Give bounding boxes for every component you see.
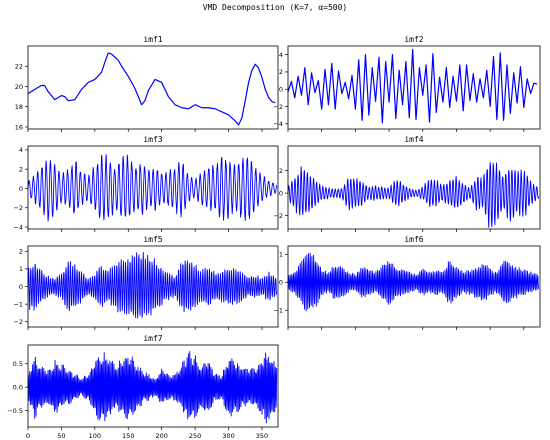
series-line-imf6 — [287, 252, 540, 312]
subplot-title-imf2: imf2 — [404, 35, 423, 44]
ytick-label: −2 — [273, 212, 283, 220]
axes-frame-imf7 — [27, 344, 279, 428]
ytick-label: 0 — [279, 189, 283, 197]
series-line-imf5 — [27, 251, 278, 319]
xtick-label: 300 — [222, 432, 234, 440]
ytick-label: 0 — [279, 86, 283, 94]
subplot-imf5: imf5 −2 −1 0 1 2 — [13, 235, 279, 330]
ytick-label: −0.5 — [7, 407, 23, 415]
axes-frame-imf2 — [287, 45, 541, 130]
axes-frame-imf1 — [27, 45, 279, 130]
series-line-imf1 — [27, 52, 276, 126]
ytick-label: 1 — [279, 251, 283, 259]
subplot-imf1: imf1 16 18 20 22 — [15, 35, 279, 132]
series-line-imf7 — [27, 351, 278, 424]
ytick-label: 2 — [279, 167, 283, 175]
subplot-title-imf4: imf4 — [404, 135, 423, 144]
ytick-label: 0 — [19, 283, 23, 291]
ytick-label: 4 — [19, 146, 23, 154]
ytick-label: −2 — [13, 318, 23, 326]
ytick-label: 0.5 — [13, 360, 23, 368]
xtick-label: 150 — [122, 432, 134, 440]
axes-frame-imf3 — [27, 145, 279, 230]
ytick-label: 0 — [19, 185, 23, 193]
xtick-label: 350 — [256, 432, 268, 440]
ytick-label: 4 — [279, 51, 283, 59]
axes-frame-imf6 — [287, 245, 541, 328]
xtick-label: 100 — [89, 432, 101, 440]
ytick-label: 16 — [15, 123, 23, 131]
subplot-title-imf3: imf3 — [143, 135, 162, 144]
subplot-imf7: imf7 −0.5 0.0 0.5 0 50 100 150 200 250 300 350 — [7, 334, 279, 440]
ytick-label: −2 — [273, 103, 283, 111]
subplot-title-imf5: imf5 — [143, 235, 162, 244]
subplot-title-imf6: imf6 — [404, 235, 423, 244]
ytick-label: 22 — [15, 63, 23, 71]
ytick-label: 1 — [19, 265, 23, 273]
ytick-label: 2 — [19, 248, 23, 256]
axes-frame-imf4 — [287, 145, 541, 230]
subplot-imf2: imf2 −4 −2 0 2 4 — [273, 35, 541, 132]
ytick-label: 2 — [279, 68, 283, 76]
subplot-imf3: imf3 −4 −2 0 2 4 — [13, 135, 279, 232]
ytick-label: 2 — [19, 165, 23, 173]
ytick-label: 18 — [15, 103, 23, 111]
subplot-imf4: imf4 −2 0 2 — [273, 135, 541, 232]
ytick-label: −1 — [273, 307, 283, 315]
series-line-imf3 — [27, 154, 278, 222]
ytick-label: 0.0 — [13, 383, 23, 391]
ytick-label: 20 — [15, 83, 23, 91]
ytick-label: −4 — [273, 120, 283, 128]
xtick-label: 0 — [26, 432, 30, 440]
ytick-label: −1 — [13, 300, 23, 308]
ytick-label: 0 — [279, 279, 283, 287]
xtick-label: 50 — [57, 432, 65, 440]
figure-title: VMD Decomposition (K=7, α=500) — [203, 3, 348, 12]
subplot-imf6: imf6 −1 0 1 — [273, 235, 541, 330]
subplot-grid: imf116182022imf2−4−2024imf3−4−2024imf4−2… — [7, 35, 541, 440]
ytick-label: −4 — [13, 223, 23, 231]
xtick-label: 200 — [155, 432, 167, 440]
series-line-imf2 — [287, 48, 538, 124]
ytick-label: −2 — [13, 204, 23, 212]
subplot-title-imf7: imf7 — [143, 334, 162, 343]
subplot-title-imf1: imf1 — [143, 35, 162, 44]
xtick-label: 250 — [189, 432, 201, 440]
series-line-imf4 — [287, 161, 540, 228]
